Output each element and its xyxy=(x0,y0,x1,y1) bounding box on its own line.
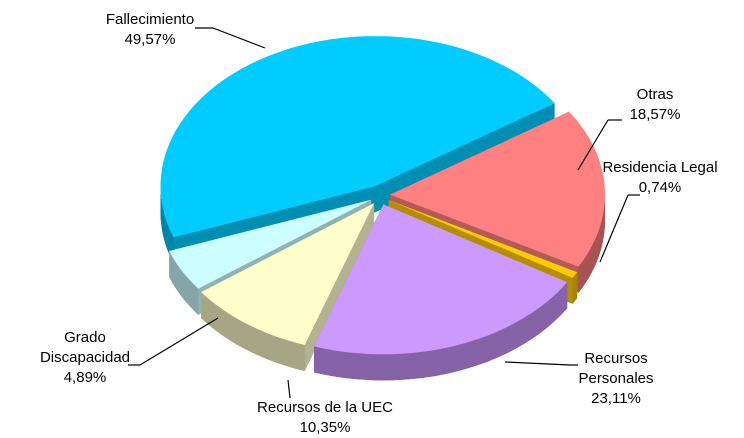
slice-value: 10,35% xyxy=(299,419,351,436)
slice-name: Grado Discapacidad xyxy=(39,329,131,366)
slice-cut xyxy=(304,203,375,372)
slice xyxy=(388,200,578,278)
leader-line xyxy=(139,317,219,366)
leader-line xyxy=(287,379,291,399)
slice-label: Grado Discapacidad 4,89% xyxy=(35,328,135,388)
slice-name: Recursos de la UEC xyxy=(257,399,393,416)
slice-label: Recursos Personales 23,11% xyxy=(571,349,661,409)
slice-label: Fallecimiento 49,57% xyxy=(70,10,230,50)
leader-line xyxy=(577,119,609,171)
slice-side xyxy=(160,186,174,264)
slice-value: 4,89% xyxy=(63,369,107,386)
slice-side xyxy=(578,194,605,293)
slice-side xyxy=(314,282,568,381)
slice-side xyxy=(201,292,305,371)
slice-label: Recursos de la UEC 10,35% xyxy=(230,398,420,438)
pie-tops xyxy=(160,36,605,355)
slice-value: 0,74% xyxy=(638,179,682,196)
slice-label: Otras 18,57% xyxy=(610,85,700,125)
slice-side xyxy=(169,251,199,315)
slice xyxy=(169,199,372,289)
leader-line xyxy=(212,27,266,49)
slice-name: Fallecimiento xyxy=(105,11,195,28)
slice xyxy=(160,36,555,238)
slice xyxy=(314,204,568,355)
slice xyxy=(201,203,375,345)
slice-value: 18,57% xyxy=(629,106,681,123)
slice-name: Recursos Personales xyxy=(578,350,654,387)
leader-line xyxy=(504,361,571,366)
slice-value: 49,57% xyxy=(124,31,176,48)
leader-line xyxy=(599,194,629,263)
slice-name: Otras xyxy=(636,86,674,103)
slice xyxy=(389,111,605,267)
slice-label: Residencia Legal 0,74% xyxy=(585,158,735,198)
slice-name: Residencia Legal xyxy=(602,159,718,176)
slice-value: 23,11% xyxy=(591,390,641,407)
slice-side xyxy=(572,272,578,304)
